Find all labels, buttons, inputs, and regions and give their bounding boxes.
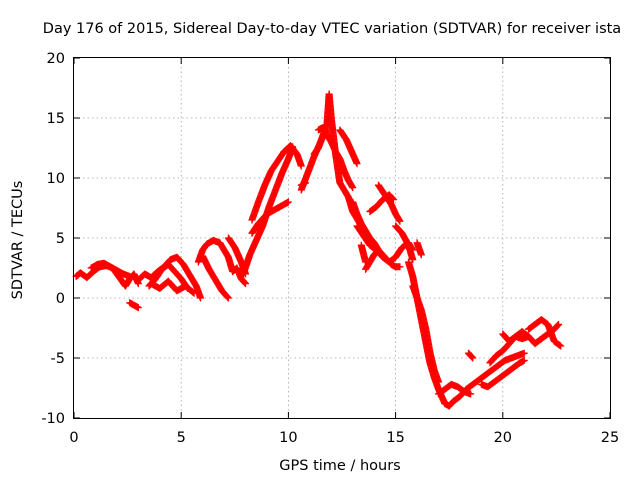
data-point	[520, 356, 528, 364]
data-point	[196, 294, 204, 302]
y-tick-label: 10	[47, 171, 65, 187]
data-point	[353, 160, 361, 168]
data-point	[555, 320, 563, 328]
x-tick-label: 5	[177, 430, 186, 446]
plot-frame	[73, 57, 611, 419]
data-point	[373, 248, 381, 256]
data-point	[409, 256, 417, 264]
data-point	[396, 217, 404, 225]
y-tick-label: -5	[51, 351, 65, 367]
data-point	[241, 279, 249, 287]
data-point	[374, 247, 382, 255]
data-point	[224, 294, 232, 302]
axis-ticks: 0 5 10 15 20 25 -10 -5 0 5 10 15 20	[41, 51, 619, 446]
y-tick-label: 5	[56, 231, 65, 247]
chart-title: Day 176 of 2015, Sidereal Day-to-day VTE…	[43, 21, 621, 37]
data-point	[417, 251, 425, 259]
data-points	[72, 90, 565, 410]
data-point	[556, 341, 564, 349]
grid	[74, 58, 610, 418]
x-tick-label: 10	[279, 430, 297, 446]
data-point	[467, 352, 475, 360]
data-point	[396, 263, 404, 271]
data-point	[467, 390, 475, 398]
data-point	[349, 184, 357, 192]
y-tick-label: -10	[41, 411, 65, 427]
data-point	[553, 322, 561, 330]
data-point	[224, 293, 232, 301]
data-point	[302, 179, 310, 187]
y-axis-label: SDTVAR / TECUs	[10, 181, 26, 300]
data-point	[554, 321, 562, 329]
x-axis-label: GPS time / hours	[279, 458, 400, 474]
data-point	[134, 304, 142, 312]
data-point	[374, 246, 382, 254]
x-tick-label: 15	[386, 430, 404, 446]
data-point	[469, 354, 477, 362]
data-point	[284, 198, 292, 206]
data-point	[434, 378, 442, 386]
data-point	[189, 288, 197, 296]
data-point	[557, 342, 565, 350]
data-point	[190, 289, 198, 297]
y-tick-label: 20	[47, 51, 65, 67]
data-point	[520, 349, 528, 357]
data-point	[126, 272, 134, 280]
data-point	[297, 162, 305, 170]
x-tick-label: 25	[601, 430, 619, 446]
data-point	[240, 278, 248, 286]
x-tick-label: 20	[494, 430, 512, 446]
data-point	[223, 292, 231, 300]
y-tick-label: 15	[47, 111, 65, 127]
x-tick-label: 0	[69, 430, 78, 446]
data-point	[468, 353, 476, 361]
data-point	[242, 280, 250, 288]
y-tick-label: 0	[56, 291, 65, 307]
